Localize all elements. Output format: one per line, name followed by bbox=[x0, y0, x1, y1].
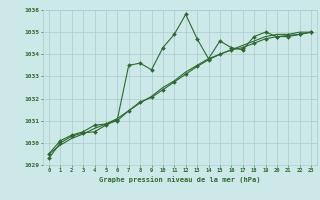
X-axis label: Graphe pression niveau de la mer (hPa): Graphe pression niveau de la mer (hPa) bbox=[99, 176, 261, 183]
